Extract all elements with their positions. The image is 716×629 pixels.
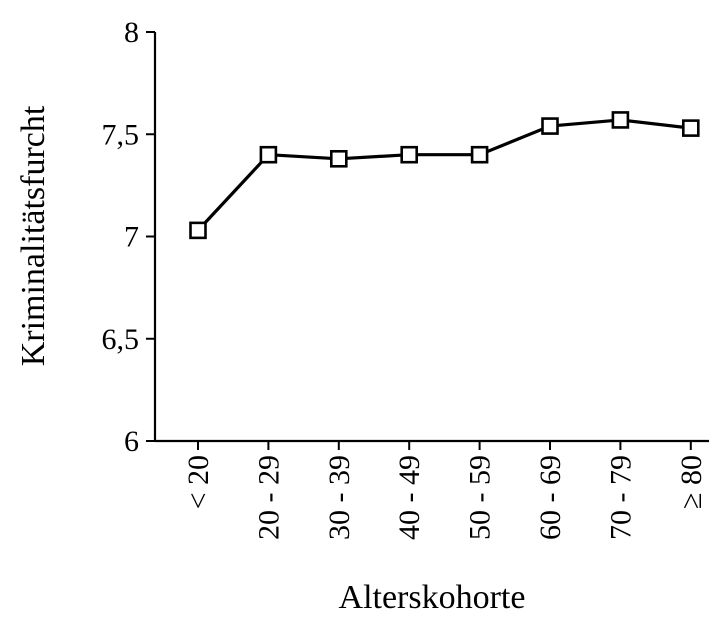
x-tick-label: 30 - 39 [323,455,356,540]
data-point-marker [329,149,348,168]
data-point-marker [259,145,278,164]
y-tick-label: 8 [124,16,139,49]
x-tick-label: 70 - 79 [604,455,637,540]
x-tick-label: 20 - 29 [252,455,285,540]
y-tick-label: 7 [124,221,139,254]
y-ticks: 6 6,5 7 7,5 8 [102,16,155,458]
data-point-marker [470,145,489,164]
y-tick-label: 6 [124,425,139,458]
series-line [196,118,691,232]
y-tick-label: 7,5 [102,118,140,151]
x-axis-title: Alterskohorte [339,579,526,616]
data-point-marker [611,111,630,129]
y-axis-title: Kriminalitätsfurcht [15,105,52,366]
markers [189,111,700,240]
x-tick-label: 60 - 69 [534,455,567,540]
x-tick-label: 40 - 49 [393,455,426,540]
data-point-marker [681,119,700,137]
x-ticks: < 20 20 - 29 30 - 39 40 - 49 50 - 59 60 - 69 7… [182,441,708,540]
y-tick-label: 6,5 [102,323,140,356]
x-tick-label: 50 - 59 [464,455,497,540]
x-tick-label: < 20 [182,455,215,509]
data-point-marker [541,117,559,135]
data-point-marker [189,221,207,240]
x-tick-label: ≥ 80 [675,455,708,509]
data-point-marker [400,145,419,164]
